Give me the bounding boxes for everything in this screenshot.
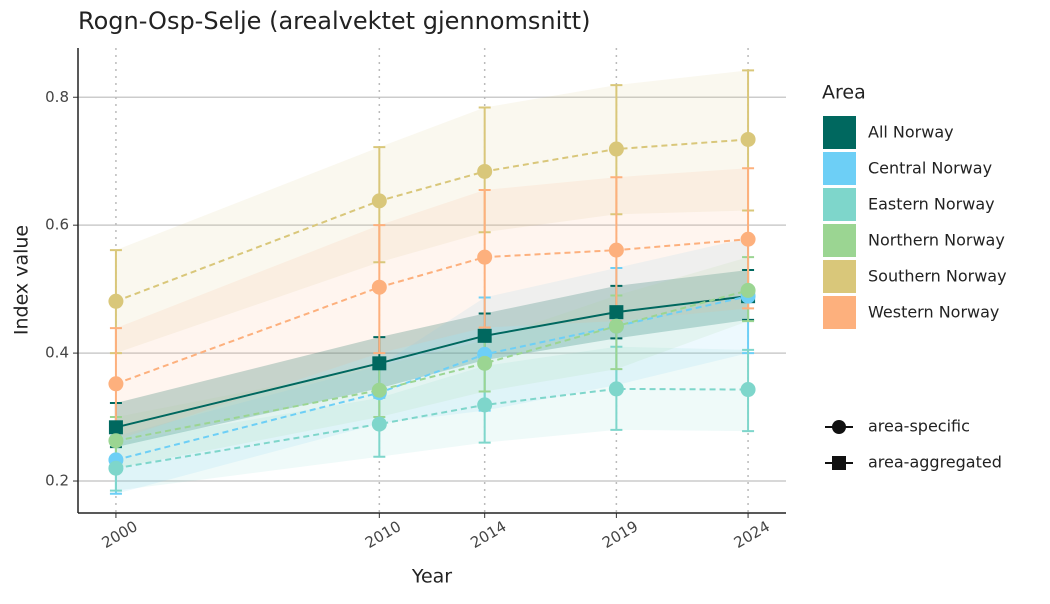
- point: [371, 416, 387, 432]
- point: [740, 231, 756, 247]
- legend-key-shape: [832, 420, 846, 434]
- point: [477, 163, 493, 179]
- point: [108, 420, 123, 435]
- point: [608, 242, 624, 258]
- y-tick-label: 0.4: [45, 344, 69, 362]
- point: [371, 193, 387, 209]
- legend-swatch: [823, 152, 856, 185]
- ribbon: [115, 269, 749, 448]
- point: [477, 328, 492, 343]
- legend-label: area-aggregated: [868, 453, 1002, 472]
- y-tick-label: 0.8: [45, 88, 69, 106]
- point: [740, 131, 756, 147]
- point: [108, 433, 124, 449]
- point: [108, 376, 124, 392]
- chart-title: Rogn-Osp-Selje (arealvektet gjennomsnitt…: [78, 7, 590, 35]
- legend-label: Southern Norway: [868, 267, 1007, 286]
- point: [608, 381, 624, 397]
- x-tick-label: 2010: [362, 517, 404, 552]
- x-axis-label: Year: [411, 566, 452, 588]
- point: [477, 249, 493, 265]
- point: [372, 356, 387, 371]
- ribbon: [115, 168, 749, 441]
- x-tick-label: 2019: [599, 517, 641, 552]
- legend-title: Area: [822, 82, 866, 104]
- point: [108, 460, 124, 476]
- ribbon: [115, 237, 749, 494]
- point: [371, 279, 387, 295]
- ribbon: [115, 70, 749, 354]
- point: [740, 382, 756, 398]
- x-tick-label: 2024: [731, 517, 773, 552]
- legend-swatch: [823, 188, 856, 221]
- x-tick-label: 2014: [467, 517, 509, 552]
- x-tick-label: 2000: [99, 517, 141, 552]
- point: [477, 397, 493, 413]
- legend-label: Eastern Norway: [868, 195, 995, 214]
- legend-label: area-specific: [868, 417, 970, 436]
- point: [477, 355, 493, 371]
- point: [371, 382, 387, 398]
- y-axis-label: Index value: [11, 225, 33, 335]
- legend-label: All Norway: [868, 123, 954, 142]
- legend-key-shape: [832, 456, 846, 470]
- legend-swatch: [823, 116, 856, 149]
- ribbon: [115, 257, 749, 469]
- point: [608, 318, 624, 334]
- y-tick-label: 0.2: [45, 472, 69, 490]
- point: [608, 141, 624, 157]
- point: [609, 305, 624, 320]
- legend-swatch: [823, 224, 856, 257]
- legend-swatch: [823, 296, 856, 329]
- points: [108, 131, 756, 476]
- ribbons: [115, 70, 749, 494]
- legend-label: Central Norway: [868, 159, 992, 178]
- ribbon: [115, 346, 749, 491]
- point: [740, 282, 756, 298]
- legend-label: Northern Norway: [868, 231, 1005, 250]
- point: [108, 293, 124, 309]
- legend-label: Western Norway: [868, 303, 999, 322]
- legend-swatch: [823, 260, 856, 293]
- y-tick-label: 0.6: [45, 216, 69, 234]
